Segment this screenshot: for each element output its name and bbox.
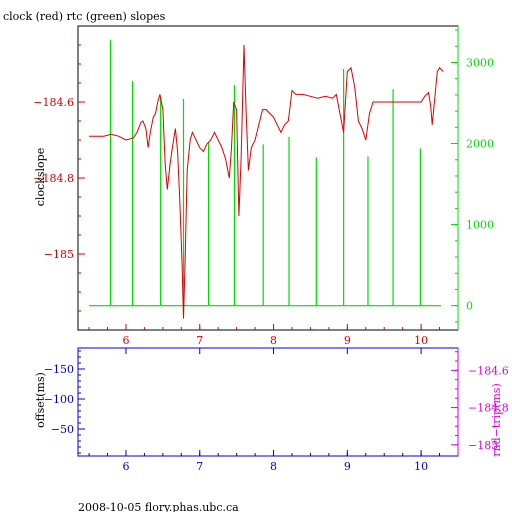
top-plot-frame (77, 25, 459, 331)
clock-line (89, 44, 444, 319)
bottom-x-tick-label: 6 (122, 460, 129, 473)
bottom-y2-tick-label: −184.6 (468, 364, 509, 377)
top-y-axis-label: clockslope (34, 148, 47, 206)
top-x-tick-label: 8 (270, 334, 277, 347)
top-y2-tick-label: 1000 (466, 219, 494, 232)
bottom-y-axis-left: −150 −100 −50 (44, 350, 85, 454)
top-x-tick-label: 10 (414, 334, 428, 347)
top-x-tick-label: 6 (122, 334, 129, 347)
top-y2-tick-label: 2000 (466, 138, 494, 151)
bottom-x-tick-label: 7 (196, 460, 203, 473)
footer-text: 2008-10-05 flory.phas.ubc.ca (78, 501, 239, 512)
top-y-tick-label: −185 (44, 248, 74, 261)
bottom-x-tick-label: 9 (344, 460, 351, 473)
bottom-chart: 6 7 8 9 10 −150 −100 −50 −184.6 −184.8 −185 offs… (34, 347, 509, 473)
top-y-axis-right: 0 1000 2000 3000 (451, 26, 494, 330)
top-x-axis: 6 7 8 9 10 (88, 324, 441, 347)
bottom-y-tick-label: −50 (51, 423, 74, 436)
bottom-plot-frame (77, 347, 459, 457)
bottom-y-tick-label: −150 (44, 363, 74, 376)
figure-title: clock (red) rtc (green) slopes (3, 10, 166, 23)
bottom-y2-tick-label: −184.8 (468, 402, 509, 415)
top-chart: 6 7 8 9 10 −184.6 −184.8 −185 0 1000 2000 3000 cl… (33, 25, 494, 347)
bottom-y2-tick-label: −185 (468, 439, 498, 452)
rtc-series (89, 39, 442, 307)
top-y2-tick-label: 3000 (466, 56, 494, 69)
top-y-tick-label: −184.6 (33, 96, 74, 109)
clock-series (89, 44, 444, 319)
top-y2-tick-label: 0 (466, 300, 473, 313)
bottom-x-axis: 6 7 8 9 10 (88, 348, 441, 473)
top-y-tick-label: −184.8 (33, 172, 74, 185)
bottom-y2-axis-label: rnd−trip(ms) (490, 383, 503, 457)
bottom-y-tick-label: −100 (44, 393, 74, 406)
bottom-y-axis-right: −184.6 −184.8 −185 (451, 348, 509, 456)
top-x-tick-label: 7 (196, 334, 203, 347)
bottom-y-axis-label: offset(ms) (34, 372, 47, 428)
top-x-tick-label: 9 (344, 334, 351, 347)
bottom-x-tick-label: 10 (414, 460, 428, 473)
bottom-x-tick-label: 8 (270, 460, 277, 473)
top-y-axis-left: −184.6 −184.8 −185 (33, 44, 85, 312)
